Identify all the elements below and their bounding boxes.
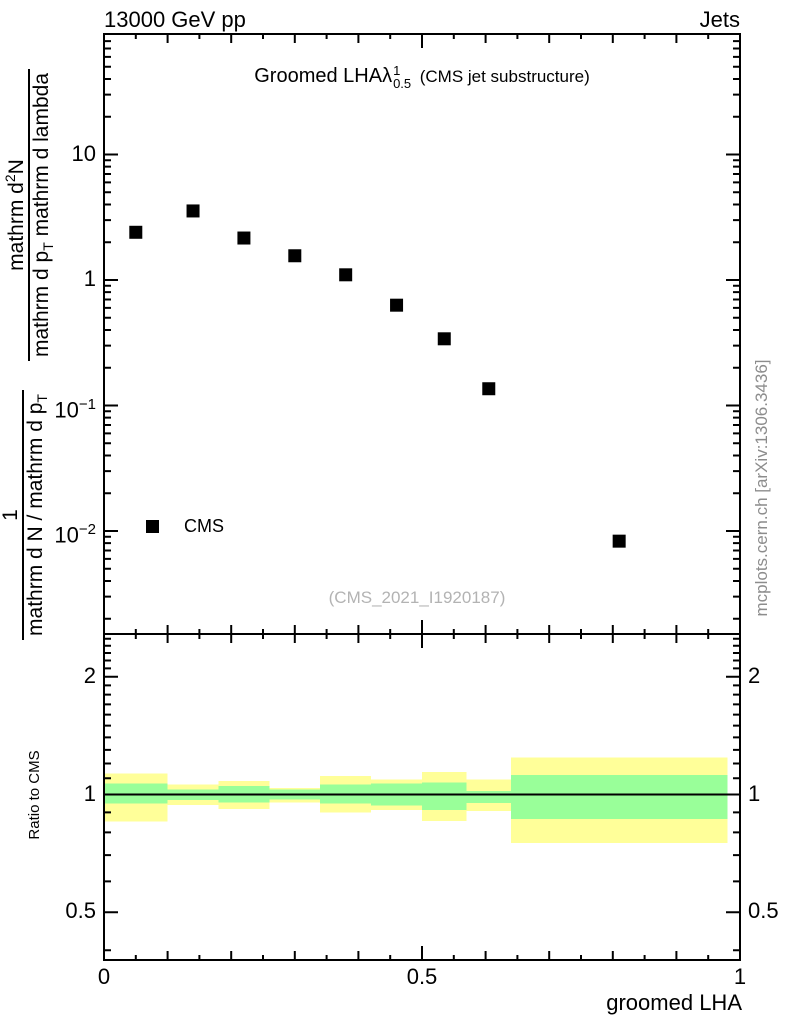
plot-title: Groomed LHAλ 1 0.5 (CMS jet substructure) (124, 64, 720, 90)
y-tick-label-main: 10−2 (54, 521, 96, 548)
x-tick-label: 0 (97, 964, 111, 989)
y-tick-label-ratio-right: 0.5 (748, 898, 779, 924)
top-panel-frame (103, 33, 741, 635)
axis-ticks (103, 34, 741, 960)
title-prefix: Groomed LHA (254, 65, 383, 87)
data-point (129, 225, 143, 239)
y-tick-label-main: 1 (83, 266, 96, 291)
y-axis-label-lower-fraction: 1 mathrm d N / mathrm d pT (0, 385, 55, 645)
data-point (482, 382, 496, 396)
y-tick-label-ratio-left: 0.5 (65, 898, 96, 924)
data-point (390, 298, 404, 312)
x-tick-label: 1 (733, 964, 747, 989)
title-lambda-indices: 1 0.5 (393, 64, 411, 90)
data-point (612, 534, 626, 548)
data-point (237, 231, 251, 245)
data-point (288, 249, 302, 263)
beam-energy-label: 13000 GeV pp (104, 7, 246, 32)
data-point (339, 268, 353, 282)
title-lambda-symbol: λ (382, 65, 393, 87)
x-axis-label: groomed LHA (606, 990, 742, 1015)
data-point (186, 204, 200, 218)
title-parenthetical: (CMS jet substructure) (419, 67, 590, 86)
lower-fraction-denominator: mathrm d N / mathrm d pT (22, 390, 55, 640)
title-superscript: 1 (393, 63, 401, 78)
y-tick-label-ratio-left: 2 (83, 662, 96, 688)
y-tick-label-ratio-right: 1 (748, 780, 761, 806)
legend-marker-cms (146, 520, 159, 533)
y-axis-label-upper-fraction: mathrm d2N mathrm d pT mathrm d lambda (0, 35, 61, 395)
x-tick-label: 0.5 (406, 964, 438, 989)
y-tick-label-main: 10 (71, 140, 96, 166)
upper-fraction-denominator: mathrm d pT mathrm d lambda (28, 69, 61, 361)
cms-data-points (129, 204, 626, 548)
y-tick-label-main: 10−1 (54, 395, 96, 422)
analysis-id-watermark: (CMS_2021_I1920187) (328, 588, 506, 607)
y-tick-label-ratio-right: 2 (748, 662, 761, 688)
data-point (437, 332, 451, 346)
mcplots-arxiv-note: mcplots.cern.ch [arXiv:1306.3436] (752, 359, 771, 617)
title-subscript: 0.5 (393, 76, 412, 91)
legend-label-cms: CMS (184, 516, 224, 536)
analysis-group-label: Jets (699, 7, 740, 32)
upper-fraction-numerator: mathrm d2N (2, 159, 28, 271)
y-tick-label-ratio-left: 1 (83, 780, 96, 806)
